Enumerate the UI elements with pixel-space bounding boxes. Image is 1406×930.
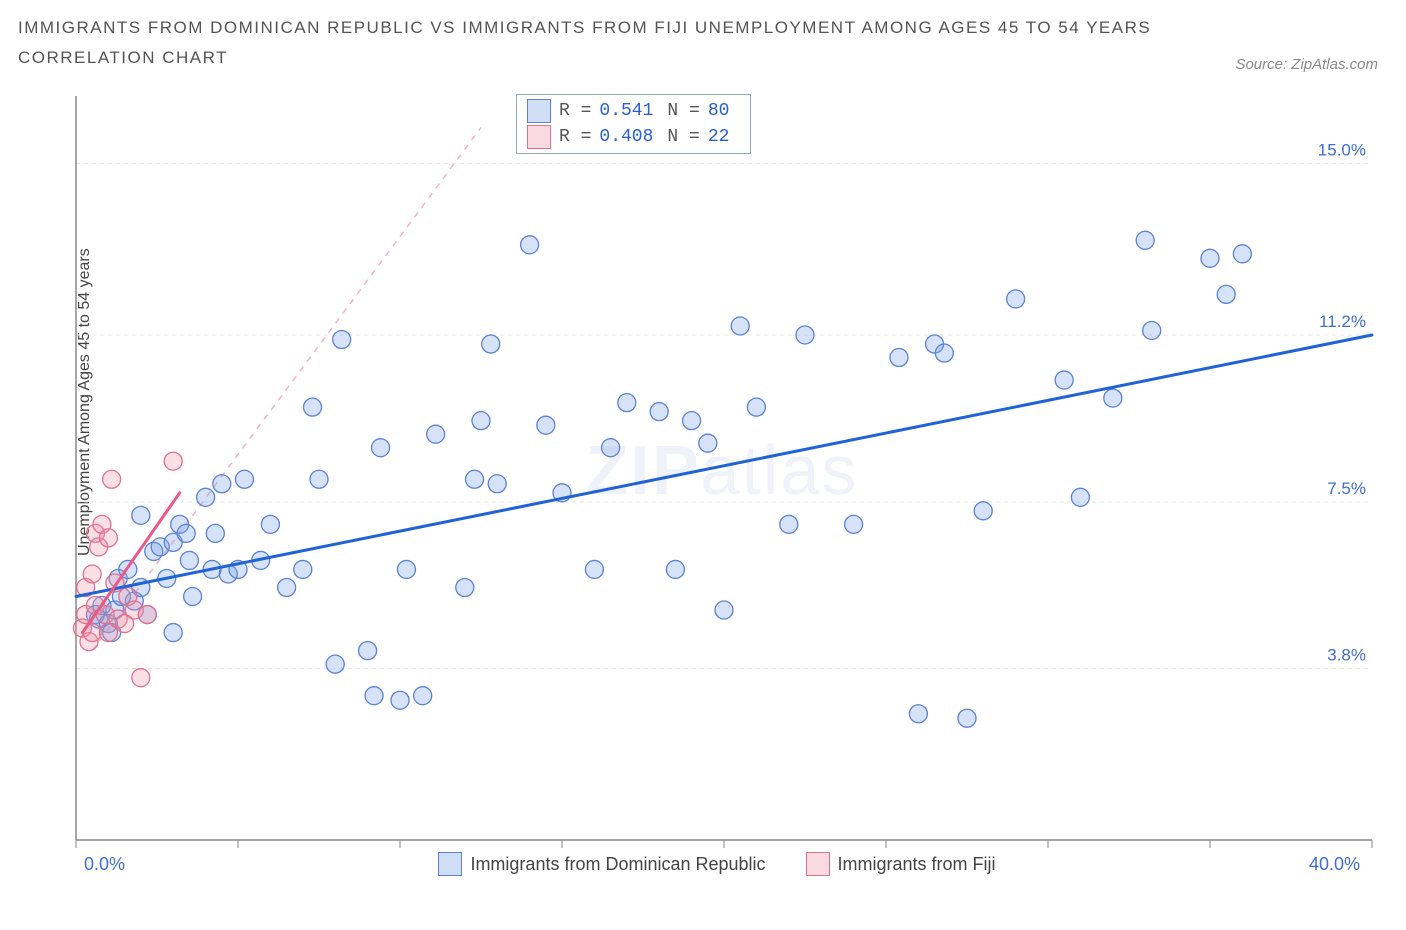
chart-title-line1: IMMIGRANTS FROM DOMINICAN REPUBLIC VS IM… bbox=[18, 18, 1406, 38]
svg-text:7.5%: 7.5% bbox=[1327, 479, 1366, 498]
scatter-plot: 3.8% 7.5% 11.2% 15.0% bbox=[62, 96, 1382, 876]
svg-text:11.2%: 11.2% bbox=[1319, 312, 1366, 331]
chart-title-line2: CORRELATION CHART bbox=[18, 48, 1406, 68]
legend-swatch-blue bbox=[527, 99, 551, 123]
correlation-legend: R = 0.541 N = 80 R = 0.408 N = 22 bbox=[516, 94, 751, 154]
svg-text:3.8%: 3.8% bbox=[1327, 646, 1366, 665]
legend-r-label: R = bbox=[559, 101, 591, 121]
legend-swatch-pink bbox=[527, 125, 551, 149]
legend-r-label: R = bbox=[559, 127, 591, 147]
legend-n-value-2: 22 bbox=[708, 127, 738, 147]
legend-n-label: N = bbox=[667, 101, 699, 121]
x-axis-min-label: 0.0% bbox=[84, 854, 125, 875]
bottom-legend-label-2: Immigrants from Fiji bbox=[838, 854, 996, 875]
legend-r-value-1: 0.541 bbox=[599, 101, 659, 121]
bottom-legend-series2: Immigrants from Fiji bbox=[806, 852, 996, 876]
x-axis-max-label: 40.0% bbox=[1309, 854, 1360, 875]
svg-text:15.0%: 15.0% bbox=[1318, 141, 1366, 160]
legend-swatch-blue bbox=[438, 852, 462, 876]
source-attribution: Source: ZipAtlas.com bbox=[1235, 56, 1378, 73]
legend-row-series1: R = 0.541 N = 80 bbox=[527, 99, 738, 123]
legend-r-value-2: 0.408 bbox=[599, 127, 659, 147]
legend-n-value-1: 80 bbox=[708, 101, 738, 121]
bottom-legend-label-1: Immigrants from Dominican Republic bbox=[470, 854, 765, 875]
legend-row-series2: R = 0.408 N = 22 bbox=[527, 125, 738, 149]
bottom-legend-series1: Immigrants from Dominican Republic bbox=[438, 852, 765, 876]
legend-swatch-pink bbox=[806, 852, 830, 876]
legend-n-label: N = bbox=[667, 127, 699, 147]
bottom-legend: 0.0% Immigrants from Dominican Republic … bbox=[76, 852, 1372, 876]
